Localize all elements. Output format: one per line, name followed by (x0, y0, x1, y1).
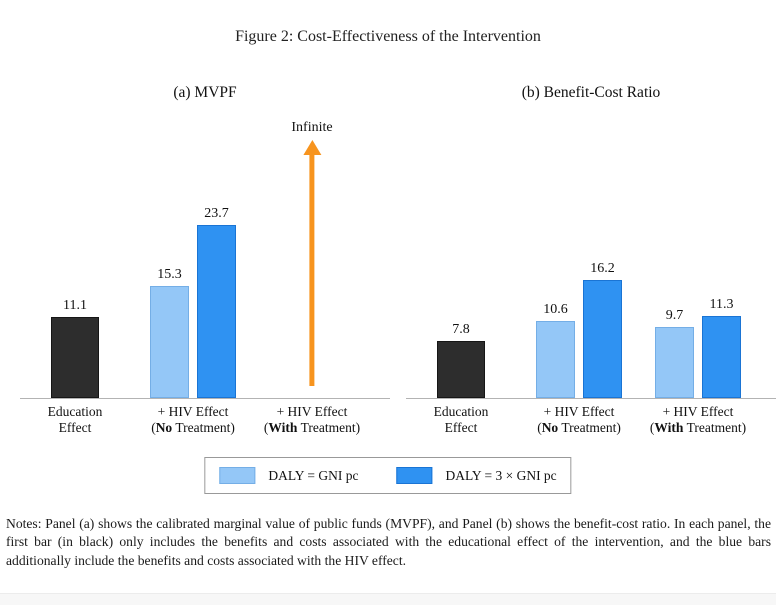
legend-label: DALY = 3 × GNI pc (445, 467, 557, 483)
panel-a-x-axis: Education Effect + HIV Effect (No Treatm… (20, 404, 390, 438)
x-label-line2: (No Treatment) (537, 419, 621, 435)
bar-wrap: 16.2 (583, 261, 622, 398)
infinite-label: Infinite (291, 120, 333, 135)
arrow-up-icon (303, 140, 321, 155)
panel-a-title: (a) MVPF (173, 84, 237, 101)
figure-title: Figure 2: Cost-Effectiveness of the Inte… (235, 28, 541, 45)
panel-b-x-axis: Education Effect + HIV Effect (No Treatm… (406, 404, 776, 438)
legend-swatch-blue (396, 467, 433, 484)
x-label-line1: + HIV Effect (276, 404, 348, 419)
legend-label: DALY = GNI pc (268, 467, 359, 483)
bar-value-label: 7.8 (452, 322, 470, 337)
panel-b-benefit-cost-ratio: (b) Benefit-Cost Ratio 7.8 10.6 16.2 (406, 84, 776, 438)
bar-b-no-treatment-daly-3gni (583, 280, 622, 398)
bar-group-b-education: 7.8 (437, 322, 485, 398)
x-label-line1: + HIV Effect (543, 404, 615, 419)
bar-a-no-treatment-daly-3gni (197, 225, 236, 398)
legend: DALY = GNI pc DALY = 3 × GNI pc (204, 457, 572, 494)
x-label-line2: (No Treatment) (151, 419, 235, 435)
bar-wrap: 11.1 (51, 298, 99, 398)
bar-wrap: 10.6 (536, 302, 575, 398)
bar-wrap: 9.7 (655, 308, 694, 398)
panel-a-plot-area: 11.1 15.3 23.7 Infinite (20, 114, 390, 399)
bar-group-b-hiv-with-treatment: 9.7 11.3 (655, 297, 741, 398)
bar-b-with-treatment-daly-3gni (702, 316, 741, 398)
bar-value-label: 11.1 (63, 298, 87, 313)
bar-b-education-black (437, 341, 485, 398)
x-label-a-hiv-no-treatment: + HIV Effect (No Treatment) (151, 404, 235, 435)
x-label-line1: + HIV Effect (157, 404, 229, 419)
bar-value-label: 15.3 (157, 267, 182, 282)
panel-b-title: (b) Benefit-Cost Ratio (521, 84, 661, 101)
bar-group-a-hiv-no-treatment: 15.3 23.7 (150, 206, 236, 398)
bar-wrap: 11.3 (702, 297, 741, 398)
x-label-line2: Effect (444, 419, 478, 435)
legend-item-daly-gni: DALY = GNI pc (219, 467, 358, 484)
x-label-line1: Education (433, 404, 489, 419)
x-label-line2: Effect (58, 419, 92, 435)
bar-a-education-black (51, 317, 99, 398)
infinite-annotation: Infinite (291, 120, 333, 386)
bar-value-label: 9.7 (665, 308, 684, 323)
bar-wrap: 7.8 (437, 322, 485, 398)
bar-wrap: 23.7 (197, 206, 236, 398)
x-label-line1: + HIV Effect (662, 404, 734, 419)
bar-value-label: 10.6 (543, 302, 568, 317)
panel-b-plot-area: 7.8 10.6 16.2 9.7 (406, 114, 776, 399)
x-label-line2: (With Treatment) (263, 419, 361, 435)
x-label-line2: (With Treatment) (649, 419, 747, 435)
bar-value-label: 16.2 (590, 261, 615, 276)
x-label-b-hiv-with-treatment: + HIV Effect (With Treatment) (650, 404, 746, 435)
bar-b-no-treatment-daly-gni (536, 321, 575, 398)
arrow-shaft (309, 155, 315, 386)
x-label-b-education: Education Effect (434, 404, 489, 435)
x-label-b-hiv-no-treatment: + HIV Effect (No Treatment) (537, 404, 621, 435)
figure-notes: Notes: Panel (a) shows the calibrated ma… (6, 516, 771, 568)
bar-group-a-education: 11.1 (51, 298, 99, 398)
bar-wrap: 15.3 (150, 267, 189, 398)
panel-a-mvpf: (a) MVPF 11.1 15.3 23.7 Infinite (20, 84, 390, 438)
legend-swatch-light-blue (219, 467, 256, 484)
bar-a-no-treatment-daly-gni (150, 286, 189, 398)
legend-item-daly-3gni: DALY = 3 × GNI pc (396, 467, 557, 484)
bar-group-b-hiv-no-treatment: 10.6 16.2 (536, 261, 622, 398)
x-label-a-hiv-with-treatment: + HIV Effect (With Treatment) (264, 404, 360, 435)
bottom-window-strip (0, 593, 776, 605)
x-label-line1: Education (47, 404, 103, 419)
bar-b-with-treatment-daly-gni (655, 327, 694, 398)
x-label-a-education: Education Effect (48, 404, 103, 435)
bar-value-label: 23.7 (204, 206, 229, 221)
bar-value-label: 11.3 (709, 297, 734, 312)
